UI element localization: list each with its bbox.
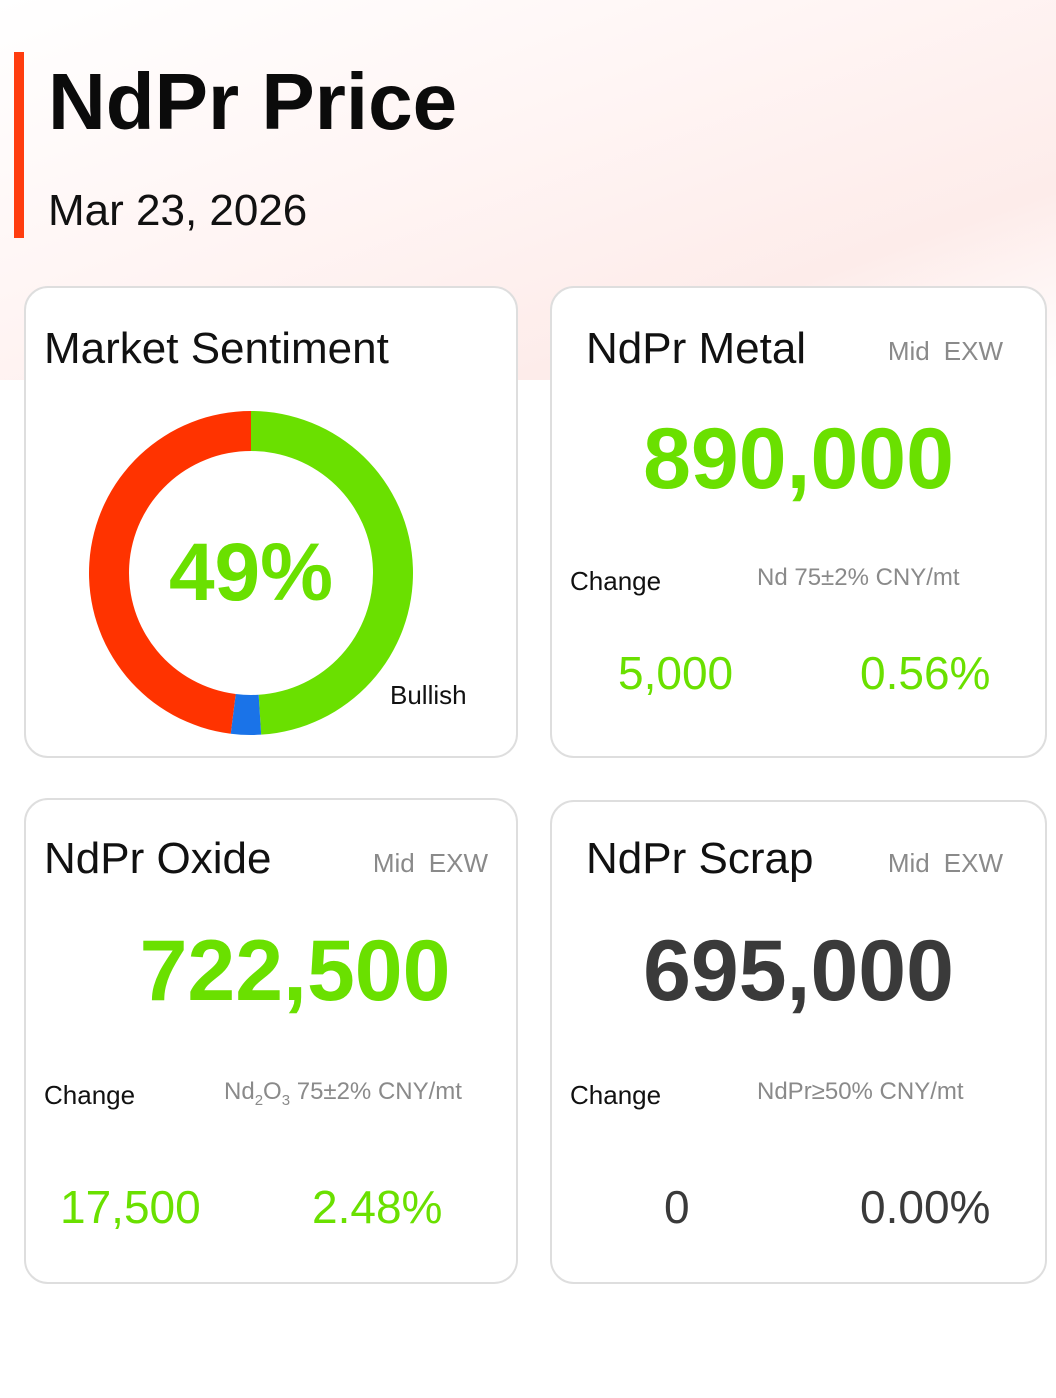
oxide-change-abs: 17,500: [60, 1181, 201, 1233]
metal-tags: Mid EXW: [888, 336, 1003, 367]
market-sentiment-card[interactable]: Market Sentiment 49% Bullish: [24, 286, 518, 758]
oxide-change-label: Change: [44, 1080, 136, 1110]
page-header: NdPr Price Mar 23, 2026: [14, 52, 457, 238]
scrap-change-label: Change: [570, 1080, 662, 1110]
scrap-spec: NdPr≥50% CNY/mt: [757, 1078, 964, 1105]
sentiment-percent: 49%: [168, 527, 334, 618]
page-date: Mar 23, 2026: [48, 186, 308, 235]
oxide-spec: Nd2O3 75±2% CNY/mt: [224, 1078, 462, 1109]
oxide-change-pct: 2.48%: [312, 1181, 443, 1233]
page-title: NdPr Price: [48, 57, 458, 146]
scrap-change-abs: 0: [664, 1181, 690, 1233]
ndpr-metal-card[interactable]: NdPr Metal Mid EXW 890,000 Change Nd 75±2…: [550, 286, 1047, 758]
scrap-tags: Mid EXW: [888, 848, 1003, 879]
donut-segment-bullish[interactable]: [251, 411, 413, 735]
metal-title: NdPr Metal: [586, 324, 807, 373]
sentiment-title: Market Sentiment: [44, 324, 389, 373]
sentiment-donut[interactable]: 49%: [86, 408, 416, 738]
metal-change-pct: 0.56%: [860, 647, 991, 699]
metal-tag-mid: Mid: [887, 336, 930, 366]
metal-spec: Nd 75±2% CNY/mt: [757, 564, 960, 591]
sentiment-donut-chart: [88, 411, 413, 735]
metal-change-label: Change: [570, 566, 662, 596]
sentiment-label: Bullish: [390, 680, 467, 710]
oxide-price: 722,500: [139, 923, 451, 1019]
oxide-tags: Mid EXW: [373, 848, 488, 879]
donut-segment-neutral[interactable]: [230, 694, 262, 735]
scrap-title: NdPr Scrap: [586, 834, 814, 883]
ndpr-scrap-card[interactable]: NdPr Scrap Mid EXW 695,000 Change NdPr≥50…: [550, 800, 1047, 1284]
scrap-tag-mid: Mid: [887, 848, 930, 878]
donut-segment-bearish[interactable]: [88, 411, 251, 734]
oxide-title: NdPr Oxide: [44, 834, 272, 883]
oxide-tag-mid: Mid: [372, 848, 415, 878]
metal-change-abs: 5,000: [618, 647, 734, 699]
scrap-tag-exw: EXW: [943, 848, 1003, 878]
metal-price: 890,000: [643, 411, 954, 507]
metal-tag-exw: EXW: [943, 336, 1003, 366]
scrap-change-pct: 0.00%: [860, 1181, 991, 1233]
oxide-tag-exw: EXW: [428, 848, 488, 878]
scrap-price: 695,000: [643, 923, 954, 1019]
ndpr-oxide-card[interactable]: NdPr Oxide Mid EXW 722,500 Change Nd2O3 7…: [24, 798, 518, 1284]
